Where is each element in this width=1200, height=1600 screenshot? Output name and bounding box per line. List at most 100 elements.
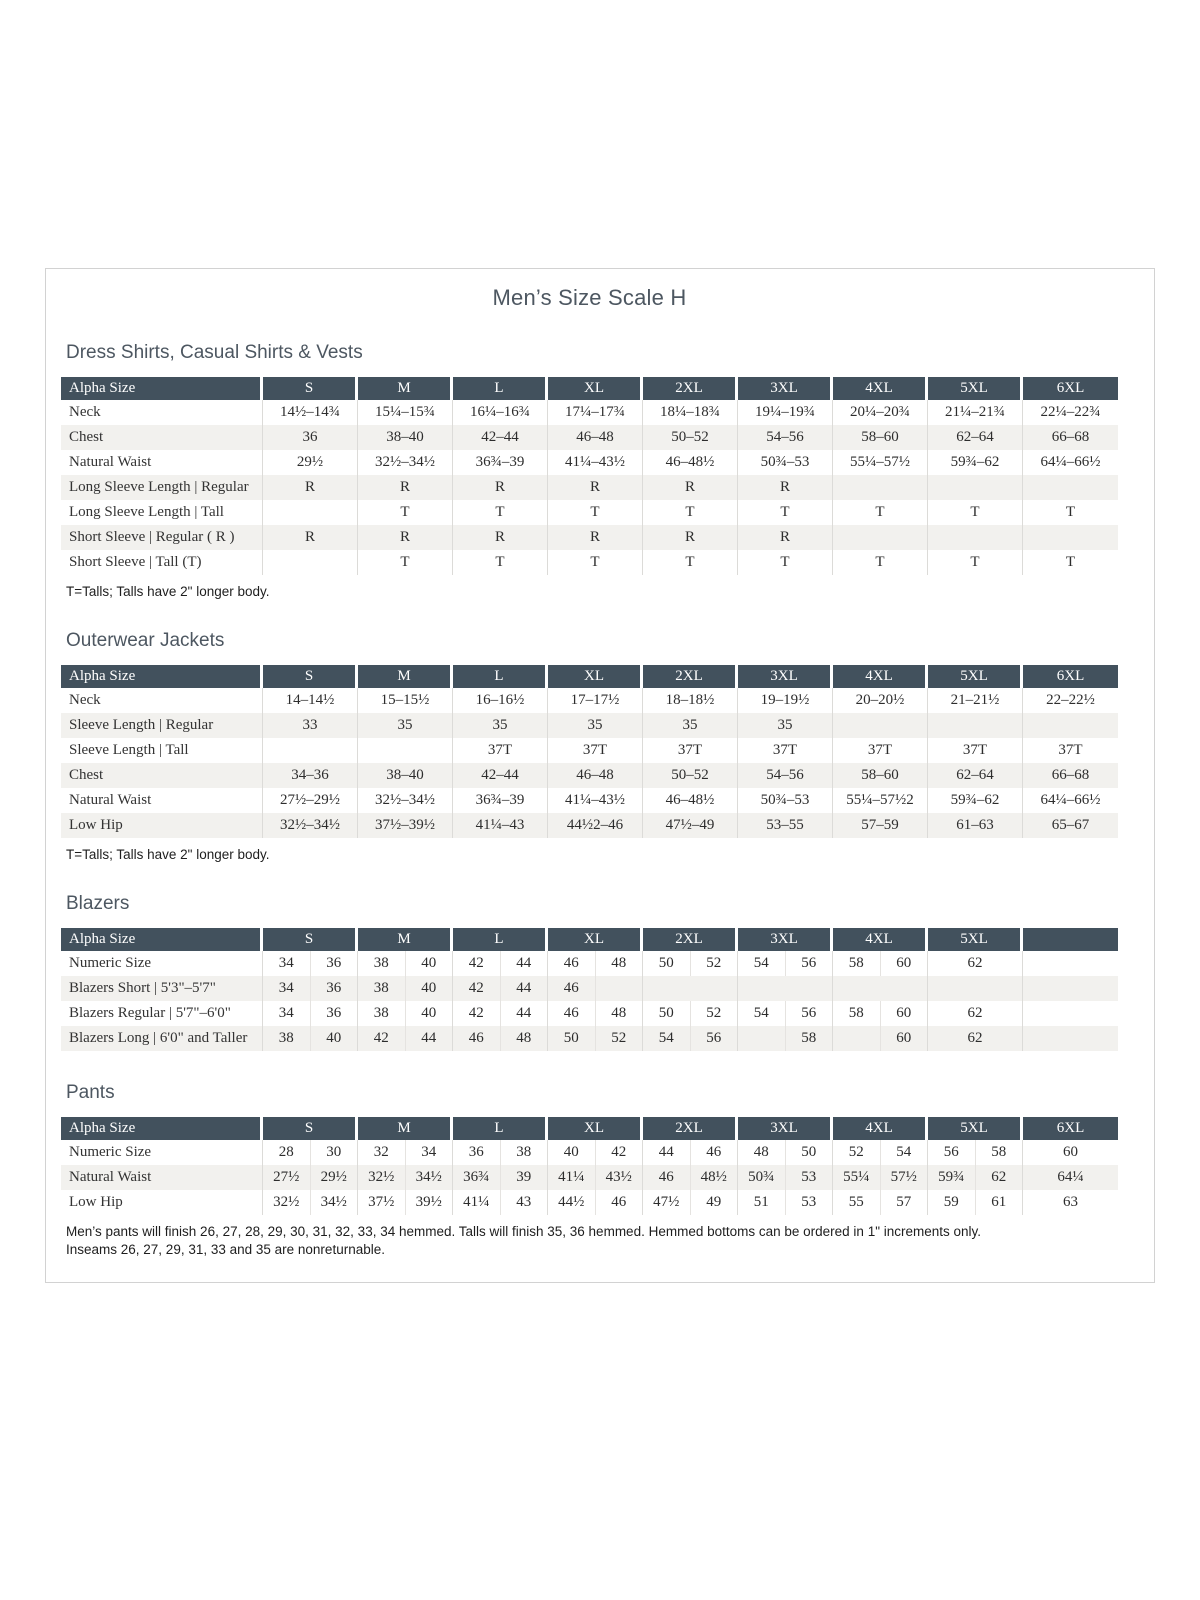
size-value: 66–68: [1051, 429, 1090, 445]
size-value: 38: [278, 1030, 294, 1046]
size-value: 34½: [404, 1165, 453, 1190]
size-value: 58: [784, 1026, 833, 1051]
size-cell: 62: [928, 951, 1023, 976]
size-cell: T: [928, 500, 1023, 525]
size-cell: T: [358, 500, 453, 525]
size-cell: 35: [548, 713, 643, 738]
size-cell: 15¼–15¾: [358, 400, 453, 425]
size-cell: 53–55: [738, 813, 833, 838]
table-row: Long Sleeve Length | Regular R R R R R R: [61, 475, 1118, 500]
size-value: 32½: [273, 1194, 300, 1210]
size-value: 55¼–57½: [850, 454, 910, 470]
size-value: 52: [594, 1026, 643, 1051]
size-value: 56: [689, 1026, 738, 1051]
size-cell: R: [738, 475, 833, 500]
column-header: Alpha Size: [61, 665, 263, 688]
size-cell: 38 40: [263, 1026, 358, 1051]
size-value: 46: [658, 1169, 674, 1185]
row-label: Blazers Short | 5'3"–5'7": [61, 976, 263, 1001]
size-cell: T: [928, 550, 1023, 575]
row-label: Low Hip: [61, 1190, 263, 1215]
size-cell: 54–56: [738, 763, 833, 788]
section-heading-blazers: Blazers: [66, 893, 130, 914]
size-cell: 50 52: [643, 951, 738, 976]
size-value: 16¼–16¾: [470, 404, 530, 420]
size-cell: 32 34: [358, 1140, 453, 1165]
size-cell: 58 60: [833, 1001, 928, 1026]
size-value: 57: [879, 1190, 928, 1215]
size-value: 44½2–46: [566, 817, 624, 833]
size-value: T: [495, 504, 505, 520]
size-cell: 42 44: [358, 1026, 453, 1051]
size-value: 46–48½: [665, 792, 715, 808]
size-cell: 65–67: [1023, 813, 1118, 838]
column-header: S: [263, 377, 358, 400]
size-cell: 16¼–16¾: [453, 400, 548, 425]
size-cell: 55¼–57½2: [833, 788, 928, 813]
size-value: 53: [784, 1165, 833, 1190]
size-cell: 38–40: [358, 763, 453, 788]
size-cell: 48 50: [738, 1140, 833, 1165]
size-value: R: [399, 479, 410, 495]
size-value: 37T: [677, 742, 703, 758]
size-cell: [833, 976, 928, 1001]
size-cell: 38 40: [358, 951, 453, 976]
size-value: 32: [373, 1144, 389, 1160]
size-cell: 52 54: [833, 1140, 928, 1165]
column-header: S: [263, 1117, 358, 1140]
size-cell: 51 53: [738, 1190, 833, 1215]
size-cell: [263, 500, 358, 525]
size-value: 55: [848, 1194, 864, 1210]
column-header: 3XL: [738, 1117, 833, 1140]
row-label: Natural Waist: [61, 450, 263, 475]
size-value: T: [780, 554, 790, 570]
size-value: 32½–34½: [375, 454, 435, 470]
size-cell: 46–48½: [643, 450, 738, 475]
size-value: 62: [974, 1165, 1023, 1190]
size-value: 38: [373, 955, 389, 971]
size-value: 50¾–53: [760, 454, 810, 470]
size-value: 37T: [867, 742, 893, 758]
size-cell: 18–18½: [643, 688, 738, 713]
size-cell: [833, 713, 928, 738]
size-value: 37½: [368, 1194, 395, 1210]
size-value: 54: [753, 1005, 769, 1021]
table-row: Sleeve Length | Tall 37T 37T 37T 37T 37T 37T 37…: [61, 738, 1118, 763]
size-value: 32½–34½: [375, 792, 435, 808]
size-value: T: [400, 554, 410, 570]
size-cell: 59¾–62: [928, 450, 1023, 475]
pants-notes: Men’s pants will finish 26, 27, 28, 29, …: [66, 1223, 1116, 1259]
size-value: 43: [499, 1190, 548, 1215]
size-value: 38: [373, 1005, 389, 1021]
size-cell: 56 58: [928, 1140, 1023, 1165]
size-value: 41¼–43½: [565, 454, 625, 470]
size-cell: T: [453, 550, 548, 575]
size-cell: 44 46: [643, 1140, 738, 1165]
size-value: 34–36: [291, 767, 329, 783]
size-cell: 50–52: [643, 425, 738, 450]
size-value: R: [304, 479, 315, 495]
size-value: 38: [373, 980, 389, 996]
size-value: 48: [594, 1001, 643, 1026]
size-value: 16–16½: [475, 692, 525, 708]
size-cell: 36¾–39: [453, 788, 548, 813]
size-value: 56: [784, 951, 833, 976]
size-cell: 55¼–57½: [833, 450, 928, 475]
size-value: 54: [658, 1030, 674, 1046]
size-value: 37T: [1058, 742, 1083, 758]
size-value: 36: [309, 1001, 358, 1026]
size-value: R: [684, 529, 695, 545]
size-value: T: [875, 504, 885, 520]
size-value: 41¼–43: [475, 817, 525, 833]
size-value: 54–56: [766, 767, 804, 783]
size-cell: [1023, 713, 1118, 738]
size-cell: 63: [1023, 1190, 1118, 1215]
size-cell: [1023, 475, 1118, 500]
size-value: T: [685, 554, 695, 570]
size-cell: 37T: [1023, 738, 1118, 763]
size-cell: 18¼–18¾: [643, 400, 738, 425]
column-header: 5XL: [928, 1117, 1023, 1140]
size-value: 49: [689, 1190, 738, 1215]
column-header: XL: [548, 377, 643, 400]
size-cell: [1023, 1001, 1118, 1026]
